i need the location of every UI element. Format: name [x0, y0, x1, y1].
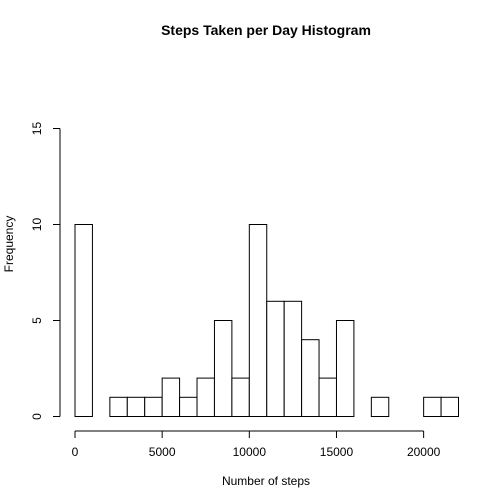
bars-group	[74, 224, 459, 418]
y-tick-label: 15	[30, 122, 44, 136]
histogram-bar-9	[231, 377, 250, 418]
histogram-bar-13	[301, 339, 320, 418]
histogram-bar-0	[74, 224, 93, 417]
histogram-bar-2	[109, 396, 128, 417]
y-tick-label: 5	[30, 317, 44, 324]
chart-title: Steps Taken per Day Histogram	[161, 22, 371, 38]
y-tick-label: 10	[30, 218, 44, 232]
y-axis: 0 5 10 15	[30, 122, 61, 420]
histogram-bar-5	[161, 377, 181, 418]
histogram-bar-10	[248, 224, 268, 417]
histogram-bar-3	[126, 396, 146, 417]
histogram-bar-7	[196, 377, 215, 418]
histogram-bar-20	[423, 396, 442, 417]
y-tick-label: 0	[30, 413, 44, 420]
x-tick-label: 0	[72, 445, 79, 459]
histogram-bar-8	[213, 320, 233, 417]
histogram-bar-14	[318, 377, 337, 418]
histogram-bar-12	[283, 300, 303, 417]
histogram-bar-21	[440, 396, 459, 417]
histogram-bar-15	[335, 320, 355, 417]
x-tick-label: 10000	[233, 445, 267, 459]
y-axis-label: Frequency	[2, 216, 16, 273]
x-tick-label: 5000	[149, 445, 176, 459]
x-axis: 0 5000 10000 15000 20000	[72, 430, 441, 459]
histogram-bar-6	[179, 396, 198, 417]
x-axis-label: Number of steps	[222, 474, 310, 488]
x-tick-label: 15000	[320, 445, 354, 459]
histogram-bar-17	[370, 396, 390, 417]
histogram-bar-4	[144, 396, 163, 417]
x-tick-label: 20000	[407, 445, 441, 459]
histogram-bar-11	[266, 300, 285, 417]
